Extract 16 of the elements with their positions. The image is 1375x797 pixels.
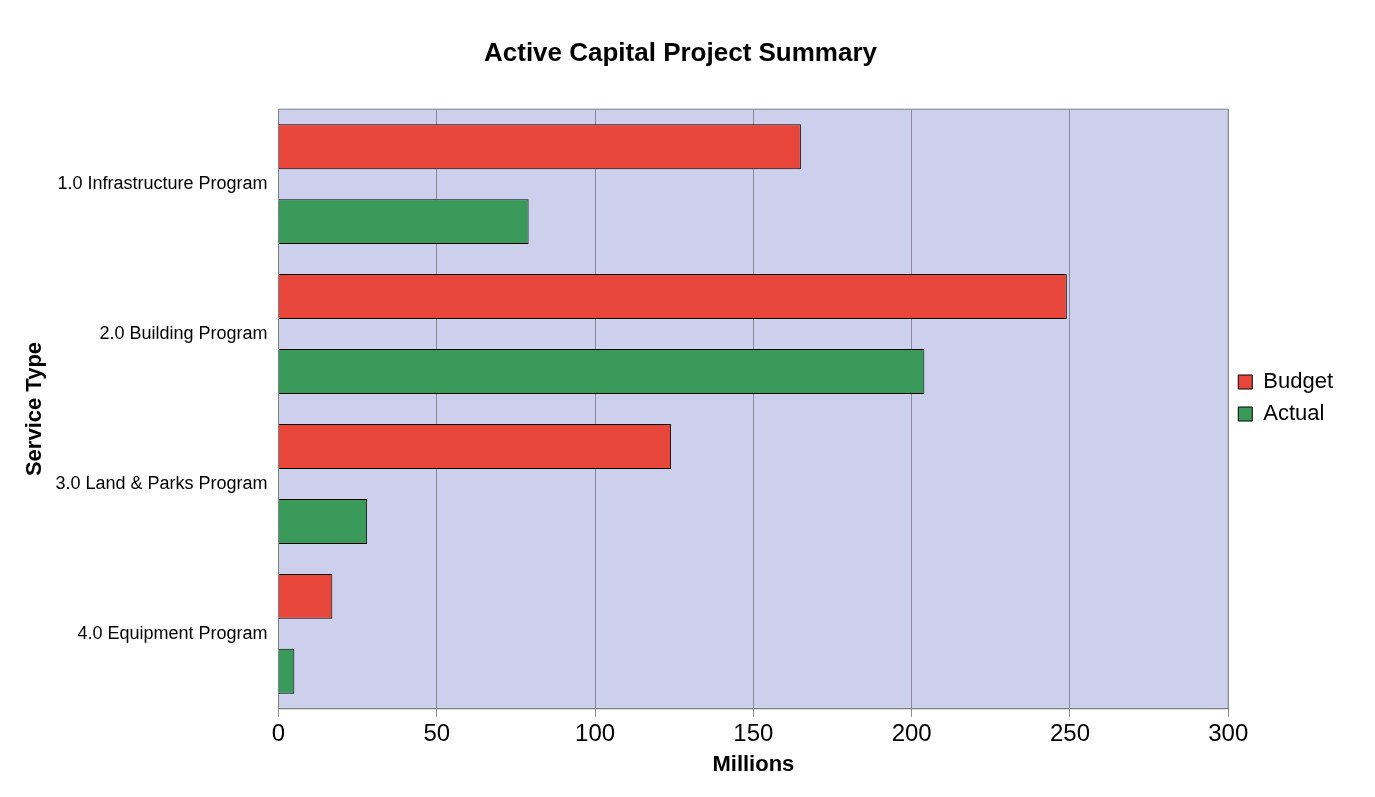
x-axis-title: Millions [712,750,795,776]
x-tick-label: 0 [271,718,286,746]
x-tick-label: 250 [1049,718,1090,746]
x-tick-label: 300 [1208,718,1249,746]
chart-title: Active Capital Project Summary [483,36,878,67]
legend-label: Actual [1263,400,1325,426]
y-axis-title: Service Type [21,341,47,477]
y-tick-label: 3.0 Land & Parks Program [55,472,268,493]
x-tick-label: 100 [575,718,616,746]
y-tick-label: 2.0 Building Program [99,323,268,344]
y-tick-label: 4.0 Equipment Program [77,622,268,643]
x-tick-label: 200 [891,718,932,746]
x-tick-label: 50 [423,718,451,746]
y-tick-label: 1.0 Infrastructure Program [57,173,268,194]
legend-label: Budget [1263,368,1334,394]
x-tick-label: 150 [733,718,774,746]
